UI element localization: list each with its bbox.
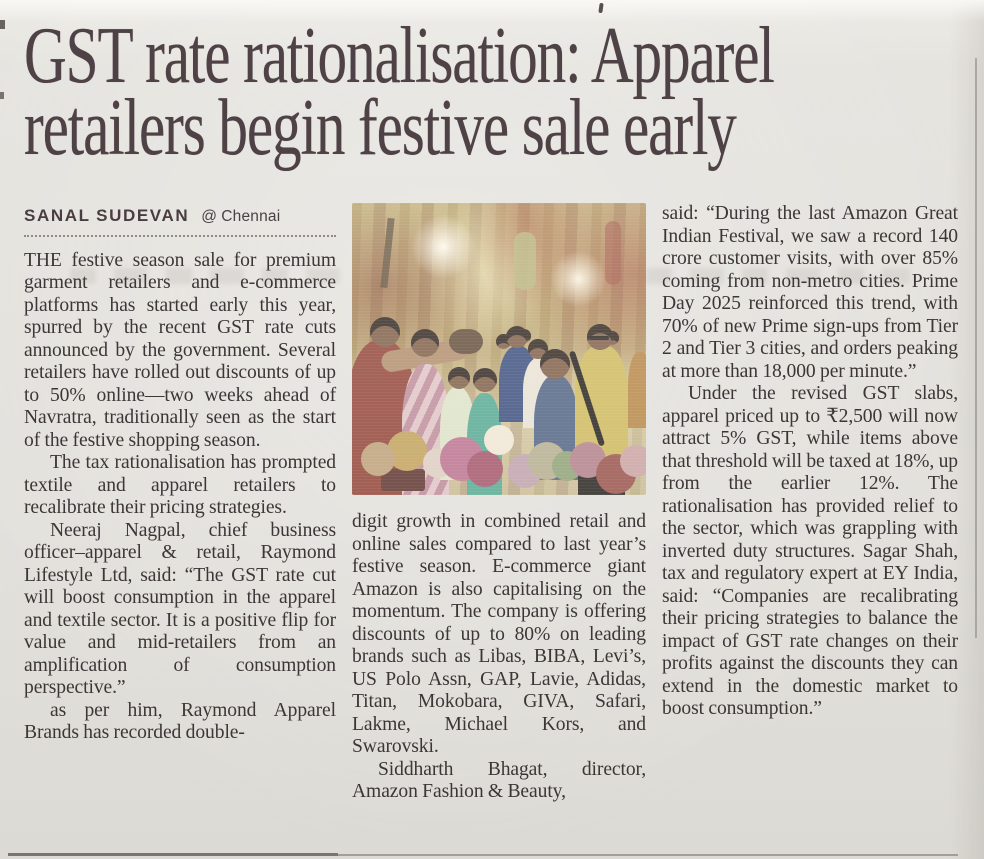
article-headline: GST rate rationalisation: Apparel retail… — [24, 12, 984, 172]
headline-line-2: retailers begin festive sale early — [24, 84, 737, 172]
festival-market-photo — [352, 203, 646, 495]
article-paragraph: said: “During the last Amazon Great Indi… — [662, 203, 958, 382]
photo-person-orange — [628, 351, 646, 428]
scan-artifact-bottom-rule-dark — [8, 853, 338, 856]
byline-author: SANAL SUDEVAN — [24, 206, 190, 225]
scan-artifact-column-rule — [975, 58, 977, 638]
article-body: SANAL SUDEVAN @ Chennai THE festive seas… — [24, 198, 960, 804]
article-paragraph: Siddharth Bhagat, director, Amazon Fashi… — [352, 758, 646, 803]
column-2: digit growth in combined retail and onli… — [352, 198, 646, 804]
article-paragraph: THE festive season sale for premium garm… — [24, 249, 336, 451]
photo-child-teal-head — [472, 367, 497, 392]
byline: SANAL SUDEVAN @ Chennai — [24, 198, 336, 237]
byline-dotted-rule — [24, 234, 336, 237]
photo-decor-garland — [513, 232, 536, 291]
photo-decor-garland — [604, 220, 621, 285]
photo-scan-overlay — [352, 203, 646, 495]
column-3: said: “During the last Amazon Great Indi… — [662, 198, 958, 804]
photo-person-yellow-glasses — [588, 336, 609, 341]
article-paragraph: as per him, Raymond Apparel Brands has r… — [24, 699, 336, 744]
scan-artifact-bottom-rule — [8, 854, 958, 856]
scan-artifact-speck — [0, 20, 5, 29]
photo-child-mint-head — [447, 366, 470, 389]
article-paragraph: digit growth in combined retail and onli… — [352, 511, 646, 757]
market-item-idol-base — [381, 468, 426, 491]
market-item — [619, 445, 646, 478]
photo-person-pink-head — [410, 328, 439, 357]
photo-person-blue-head — [506, 325, 529, 348]
market-item — [484, 424, 515, 455]
headline-line-1: GST rate rationalisation: Apparel — [24, 12, 775, 100]
market-item — [360, 442, 395, 477]
article-paragraph: Under the revised GST slabs, apparel pri… — [662, 383, 958, 719]
article-paragraph: Neeraj Nagpal, chief business officer–ap… — [24, 519, 336, 699]
photo-boy-navy-head — [540, 349, 571, 379]
article-paragraph: The tax rationalisation has prompted tex… — [24, 452, 336, 518]
byline-location: @ Chennai — [201, 208, 281, 225]
photo-person-red-head — [369, 316, 400, 347]
scan-artifact-speck — [0, 92, 4, 99]
photo-held-object — [449, 328, 484, 354]
column-1: SANAL SUDEVAN @ Chennai THE festive seas… — [24, 198, 336, 804]
market-item — [466, 451, 503, 488]
